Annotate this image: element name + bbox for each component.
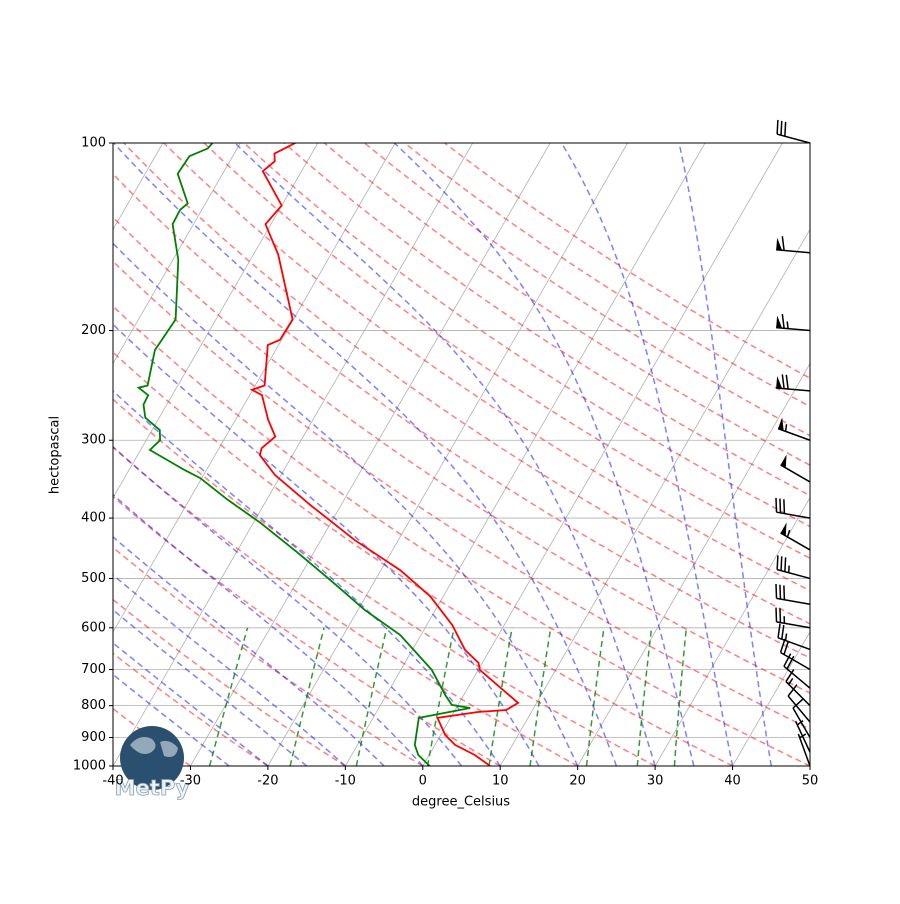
mixing-ratio-line [290, 628, 324, 766]
y-axis-label: hectopascal [48, 416, 63, 494]
dry-adiabat [0, 143, 500, 766]
dry-adiabat [204, 143, 900, 766]
dry-adiabat [44, 143, 900, 766]
logo-text: MetPy [115, 776, 190, 800]
x-tick-label: 20 [569, 774, 586, 789]
y-tick-label: 400 [81, 511, 106, 526]
wind-barb [777, 555, 810, 578]
x-tick-label: 40 [724, 774, 741, 789]
moist-adiabat [114, 143, 617, 766]
barb-staff [776, 374, 810, 390]
x-axis-label: degree_Celsius [412, 795, 510, 810]
x-tick-label: 0 [419, 774, 427, 789]
moist-adiabat [0, 143, 462, 766]
mixing-ratio-line [428, 628, 455, 766]
x-tick-label: 10 [492, 774, 509, 789]
dry-adiabat [124, 143, 900, 766]
barb-flag [776, 238, 782, 250]
x-tick-label: -40 [102, 774, 123, 789]
isotherm-extra [0, 143, 8, 766]
wind-barb [776, 374, 810, 390]
wind-barb [781, 523, 810, 550]
y-tick-label: 200 [81, 323, 106, 338]
moist-adiabat [0, 143, 229, 766]
y-tick-label: 700 [81, 662, 106, 677]
barb-flag [778, 417, 784, 430]
x-tick-label: -30 [180, 774, 201, 789]
wind-barb [776, 498, 810, 518]
wind-barb [776, 584, 810, 604]
y-tick-label: 600 [81, 620, 106, 635]
mixing-ratio-line [489, 628, 512, 766]
dry-adiabat [0, 143, 268, 766]
isotherm [655, 143, 900, 766]
barb-staff [776, 498, 810, 518]
isotherm [190, 143, 550, 766]
barb-staff [777, 555, 810, 578]
barb-staff [777, 120, 810, 143]
y-tick-label: 1000 [73, 759, 106, 774]
mixing-ratio-line [356, 628, 386, 766]
isotherm [423, 143, 783, 766]
dry-adiabat [0, 143, 423, 766]
x-tick-label: -10 [335, 774, 356, 789]
moist-adiabat [0, 143, 268, 766]
isotherm [578, 143, 900, 766]
x-tick-label: 50 [802, 774, 819, 789]
x-tick-label: -20 [257, 774, 278, 789]
y-tick-label: 100 [81, 136, 106, 151]
wind-barb [777, 120, 810, 143]
barb-flag [776, 376, 782, 388]
barb-staff [776, 314, 810, 330]
wind-barb [781, 455, 810, 482]
dry-adiabat [324, 143, 900, 766]
y-tick-label: 800 [81, 698, 106, 713]
moist-adiabat [0, 143, 500, 766]
isotherm-extra [0, 143, 85, 766]
profile-line [139, 143, 471, 766]
barb-flag [776, 316, 782, 328]
isotherm [810, 143, 900, 766]
barb-staff [776, 608, 810, 628]
y-tick-label: 500 [81, 571, 106, 586]
x-tick-label: 30 [647, 774, 664, 789]
dry-adiabat [244, 143, 900, 766]
wind-barb [776, 608, 810, 628]
y-tick-label: 300 [81, 433, 106, 448]
isotherm [268, 143, 628, 766]
wind-barb [776, 314, 810, 330]
barb-staff [776, 584, 810, 604]
plot-area [0, 143, 900, 766]
y-tick-label: 900 [81, 730, 106, 745]
plot-frame [113, 143, 810, 766]
profile-line [252, 143, 518, 766]
dry-adiabat [445, 143, 900, 766]
moist-adiabat [0, 143, 423, 766]
